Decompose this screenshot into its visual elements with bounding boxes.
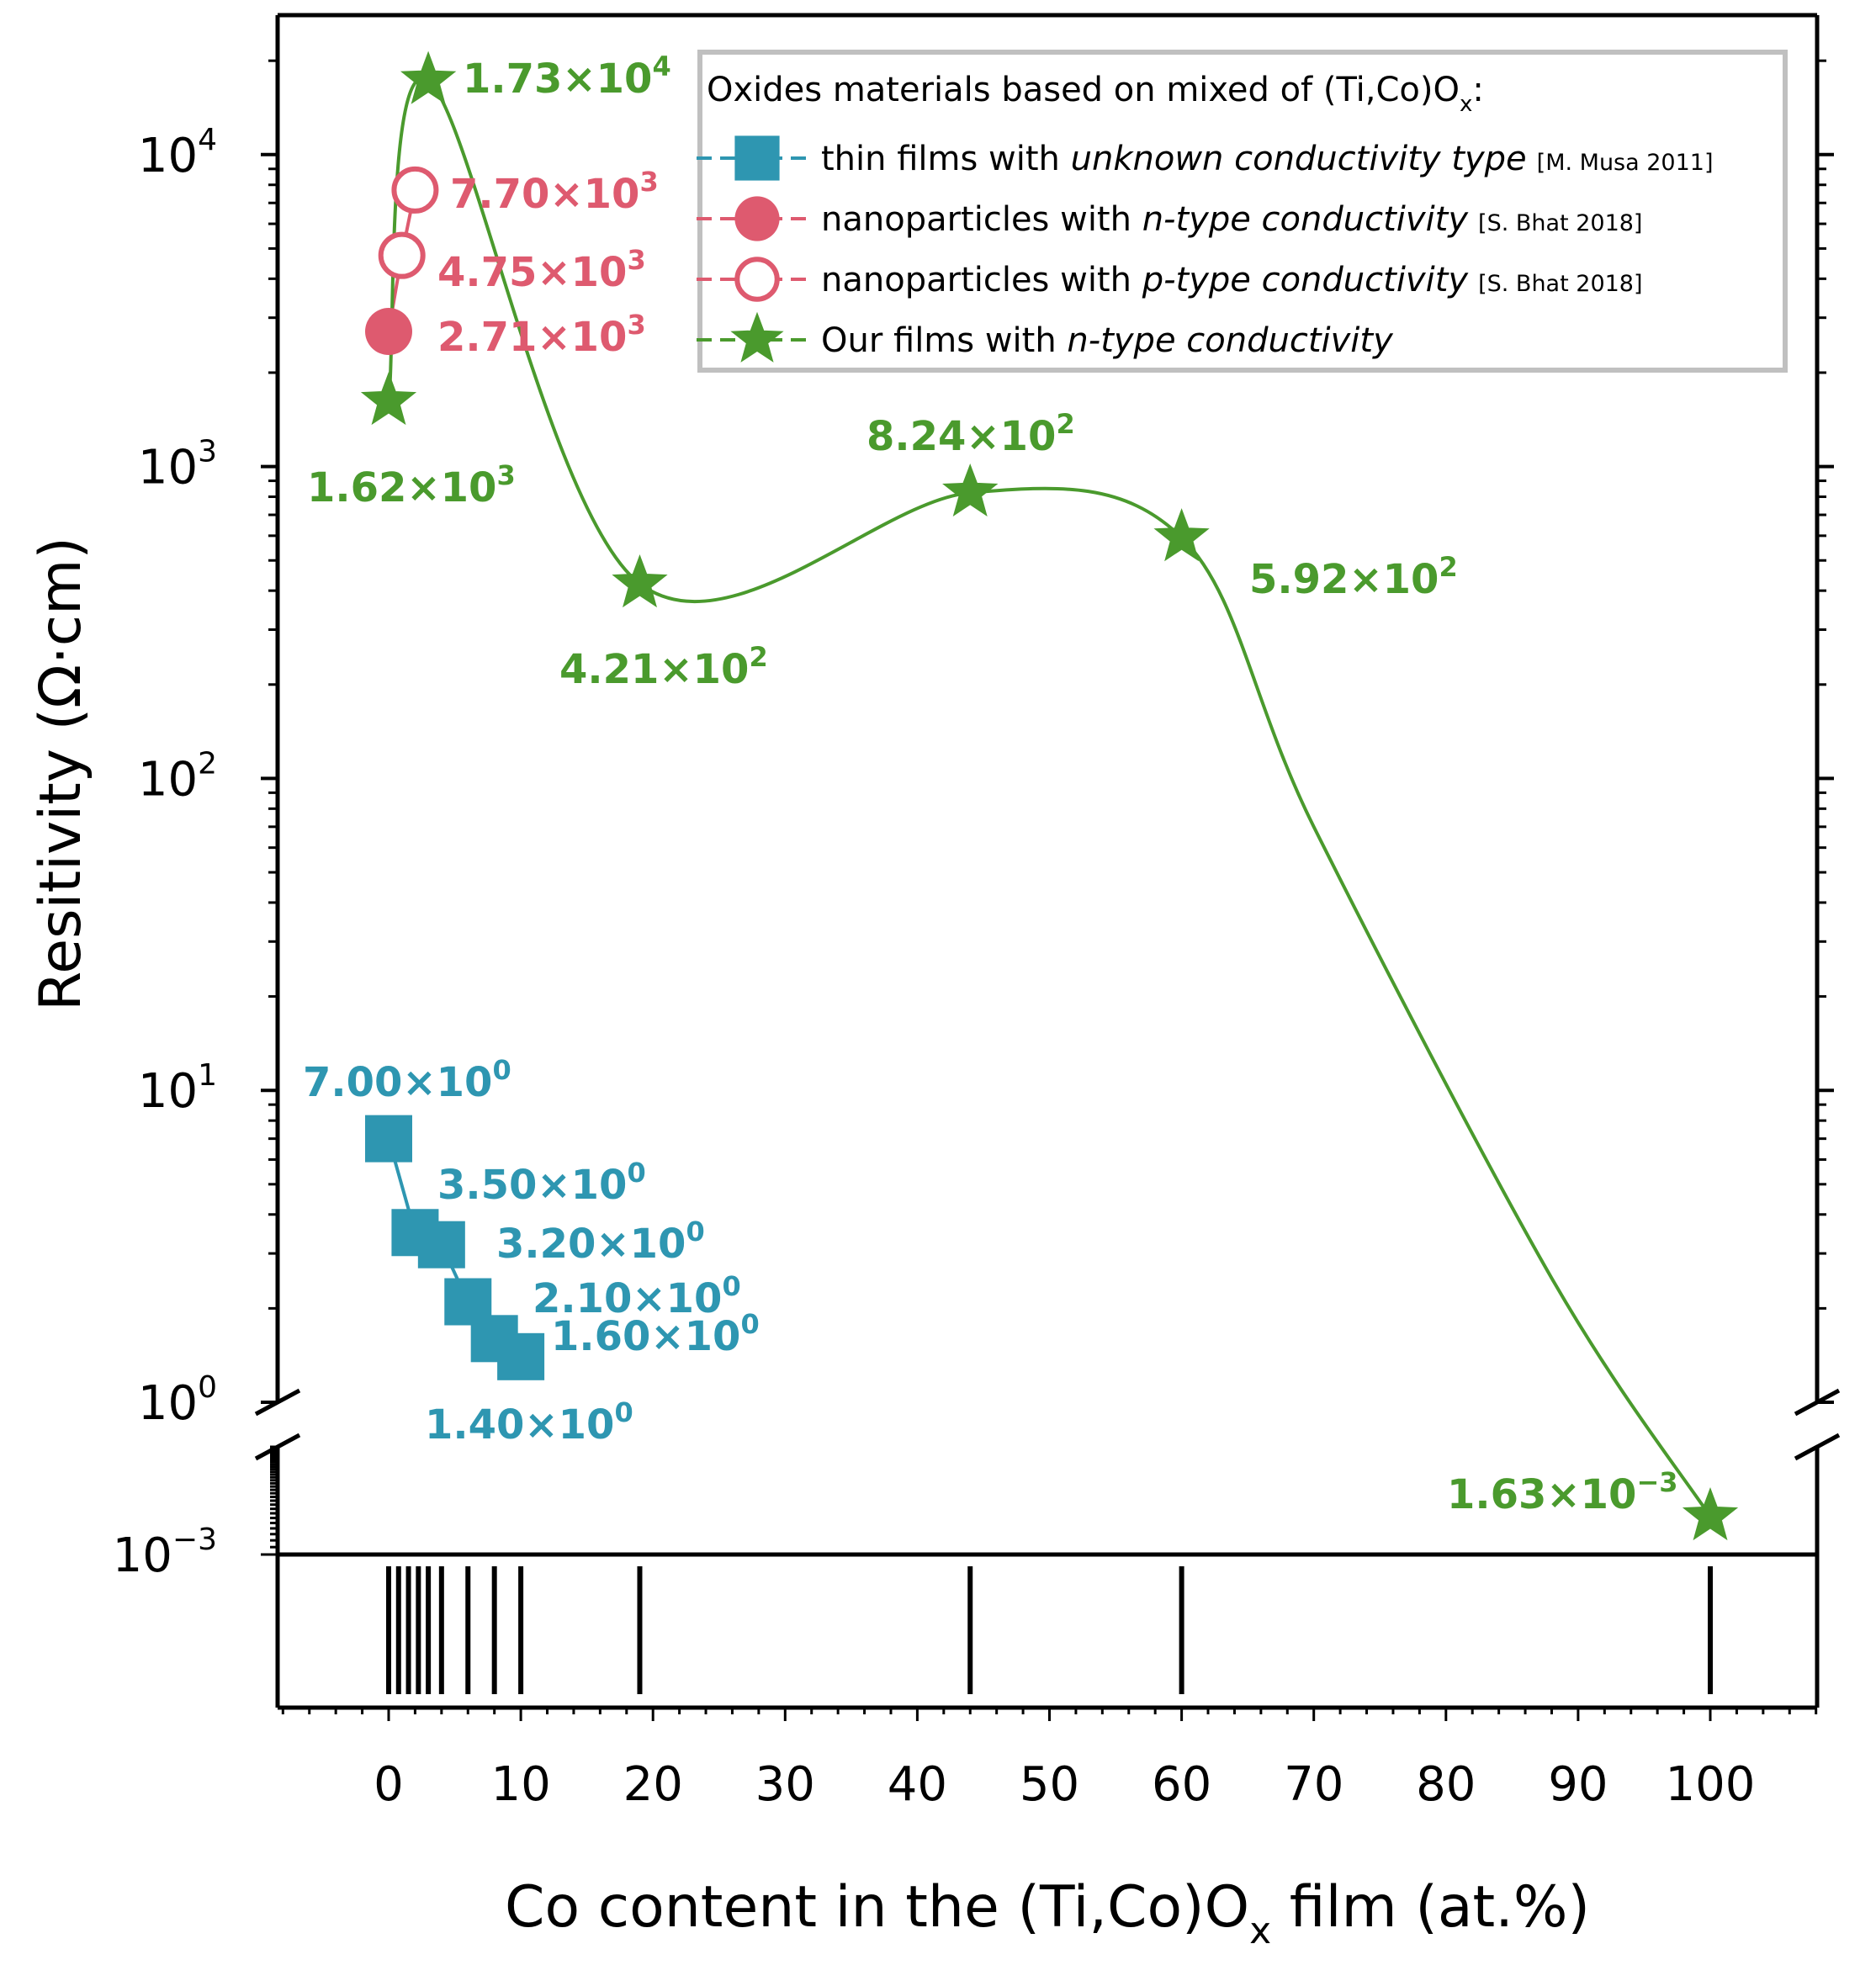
data-label: 7.70×103 xyxy=(450,166,659,218)
data-label: 1.73×104 xyxy=(463,50,671,103)
marker-our-film xyxy=(1153,508,1210,562)
marker-thin-film xyxy=(365,1115,412,1163)
marker-our-film xyxy=(1682,1487,1739,1541)
x-tick-label: 50 xyxy=(1020,1757,1079,1812)
x-axis-title: Co content in the (Ti,Co)Ox film (at.%) xyxy=(505,1874,1590,1952)
x-tick-label: 60 xyxy=(1152,1757,1211,1812)
marker-thin-film xyxy=(497,1332,545,1380)
x-tick-label: 30 xyxy=(755,1757,815,1812)
x-tick-label: 40 xyxy=(888,1757,947,1812)
marker-our-film xyxy=(400,50,457,104)
marker-our-film xyxy=(360,372,417,426)
data-label: 2.10×100 xyxy=(533,1270,741,1322)
x-tick-label: 90 xyxy=(1548,1757,1608,1812)
marker-thin-film xyxy=(417,1221,465,1269)
axis-break-mark xyxy=(1794,1433,1841,1461)
marker-np-ntype xyxy=(365,308,412,356)
x-tick-label: 100 xyxy=(1666,1757,1756,1812)
x-tick-label: 80 xyxy=(1416,1757,1476,1812)
data-label: 7.00×100 xyxy=(303,1054,511,1106)
legend-entry: Our films with n-type conductivity xyxy=(821,321,1394,360)
data-label: 4.21×102 xyxy=(559,641,768,693)
legend-entry: nanoparticles with p-type conductivity [S… xyxy=(821,261,1643,299)
marker-np-ptype xyxy=(378,231,426,279)
y-tick-label: 104 xyxy=(138,123,217,183)
legend-title: Oxides materials based on mixed of (Ti,C… xyxy=(707,71,1484,117)
data-label: 2.71×103 xyxy=(437,309,646,361)
legend-entry: thin films with unknown conductivity typ… xyxy=(821,140,1714,178)
data-label: 5.92×102 xyxy=(1249,551,1458,603)
legend-entry: nanoparticles with n-type conductivity [S… xyxy=(821,200,1642,239)
legend-marker xyxy=(730,311,784,363)
legend-marker xyxy=(734,135,780,181)
y-tick-label: 102 xyxy=(138,746,217,807)
data-label: 8.24×102 xyxy=(866,408,1075,460)
data-label: 1.40×100 xyxy=(425,1396,633,1449)
x-tick-label: 10 xyxy=(490,1757,550,1812)
marker-our-film xyxy=(942,463,999,517)
x-tick-label: 70 xyxy=(1284,1757,1343,1812)
x-tick-label: 0 xyxy=(374,1757,404,1812)
data-label: 1.63×10−3 xyxy=(1447,1466,1678,1518)
y-axis-title: Resitivity (Ω·cm) xyxy=(28,537,94,1011)
data-label: 3.20×100 xyxy=(496,1216,705,1268)
legend-marker xyxy=(734,196,780,241)
y-tick-label: 101 xyxy=(138,1058,217,1119)
y-tick-label: 100 xyxy=(138,1370,217,1431)
marker-our-film xyxy=(612,554,668,608)
x-tick-label: 20 xyxy=(623,1757,683,1812)
data-label: 3.50×100 xyxy=(437,1157,646,1209)
y-tick-label: 103 xyxy=(138,435,217,495)
data-label: 1.60×100 xyxy=(551,1308,760,1360)
data-label: 4.75×103 xyxy=(437,244,646,296)
legend-marker xyxy=(734,257,780,302)
marker-np-ptype xyxy=(391,166,439,214)
legend-box xyxy=(697,50,1788,373)
y-tick-label: 10−3 xyxy=(113,1523,217,1583)
data-label: 1.62×103 xyxy=(307,459,516,511)
